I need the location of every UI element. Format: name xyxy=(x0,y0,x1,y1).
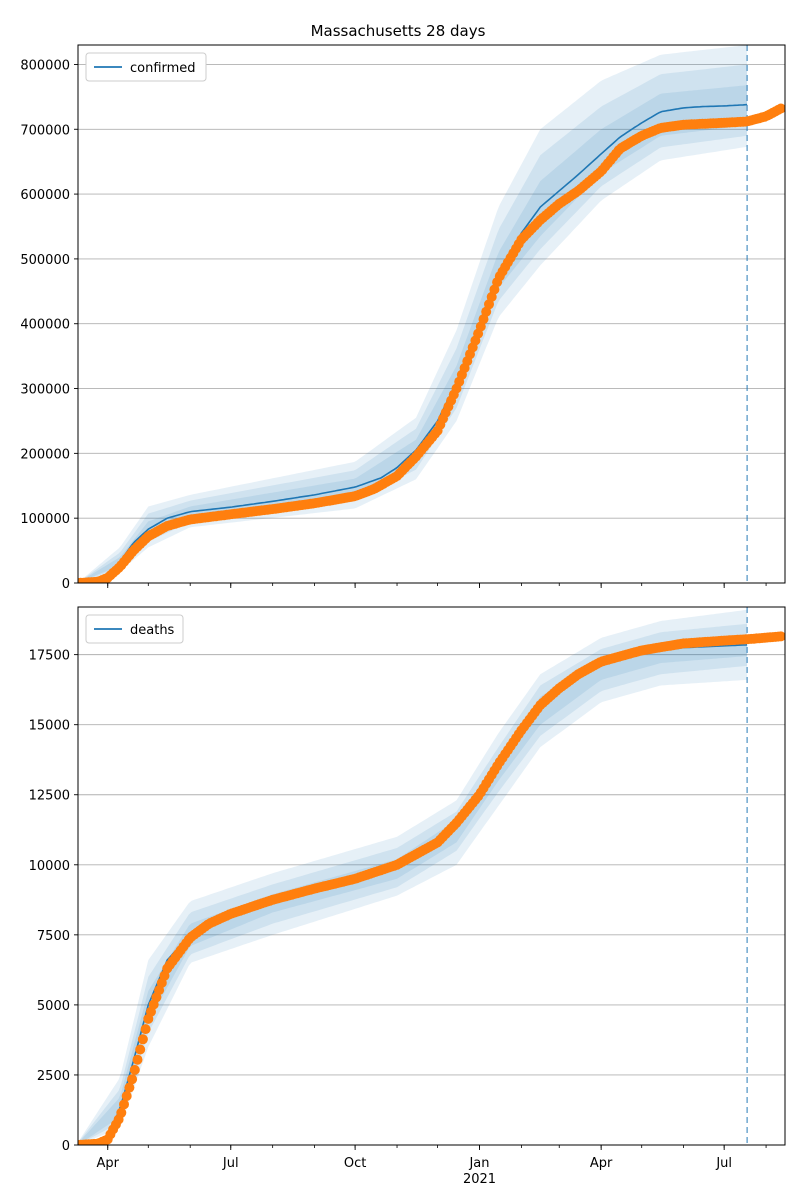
y-tick-label: 400000 xyxy=(20,318,70,333)
y-tick-label: 7500 xyxy=(37,929,70,944)
observed-point xyxy=(129,1064,140,1075)
observed-point xyxy=(775,103,785,114)
y-tick-label: 700000 xyxy=(20,123,70,138)
panel-0: 0 100000 200000 300000 400000 500000 600000 700… xyxy=(20,44,786,592)
legend-box xyxy=(85,614,184,644)
observed-point xyxy=(121,1091,132,1101)
y-tick-label: 0 xyxy=(62,1139,70,1154)
x-tick-label: Jul xyxy=(715,1156,732,1171)
x-tick-label: Jan xyxy=(468,1156,489,1171)
observed-point xyxy=(135,1044,146,1055)
x-tick-label: Apr xyxy=(96,1156,119,1171)
x-tick-label: Apr xyxy=(590,1156,613,1171)
y-tick-label: 0 xyxy=(62,577,70,592)
observed-point xyxy=(775,631,785,642)
legend-label: confirmed xyxy=(130,61,196,76)
confidence-band xyxy=(78,609,748,1145)
y-tick-label: 17500 xyxy=(29,649,70,664)
y-tick-label: 5000 xyxy=(37,999,70,1014)
model-line xyxy=(78,644,748,1145)
y-tick-label: 600000 xyxy=(20,188,70,203)
panel-1: 0 2500 5000 7500 10000 12500 15000 17500 Apr Jul O… xyxy=(29,606,786,1187)
observed-point xyxy=(140,1024,151,1035)
confidence-band xyxy=(78,635,748,1145)
x-year-label: 2021 xyxy=(463,1172,496,1187)
x-tick-label: Oct xyxy=(344,1156,366,1171)
y-tick-label: 500000 xyxy=(20,253,70,268)
observed-point xyxy=(124,1082,135,1093)
legend-box xyxy=(85,52,207,82)
observed-point xyxy=(127,1074,138,1085)
chart-title: Massachusetts 28 days xyxy=(311,22,486,40)
y-tick-label: 200000 xyxy=(20,447,70,462)
observed-point xyxy=(116,1107,127,1118)
observed-point xyxy=(119,1099,129,1110)
x-tick-label: Jul xyxy=(222,1156,239,1171)
confidence-band xyxy=(78,45,748,583)
y-tick-label: 300000 xyxy=(20,383,70,398)
plot-area xyxy=(78,607,785,1145)
axes-frame xyxy=(77,606,786,1146)
y-tick-label: 100000 xyxy=(20,512,70,527)
y-tick-label: 15000 xyxy=(29,719,70,734)
observed-point xyxy=(137,1034,148,1045)
legend: deaths xyxy=(85,614,184,644)
y-tick-label: 800000 xyxy=(20,58,70,73)
legend-label: deaths xyxy=(130,623,175,638)
y-tick-label: 2500 xyxy=(37,1069,70,1084)
y-tick-label: 12500 xyxy=(29,789,70,804)
legend: confirmed xyxy=(85,52,207,82)
plot-area xyxy=(78,45,785,583)
y-tick-label: 10000 xyxy=(29,859,70,874)
observed-point xyxy=(132,1054,143,1065)
axes-frame xyxy=(77,44,786,584)
